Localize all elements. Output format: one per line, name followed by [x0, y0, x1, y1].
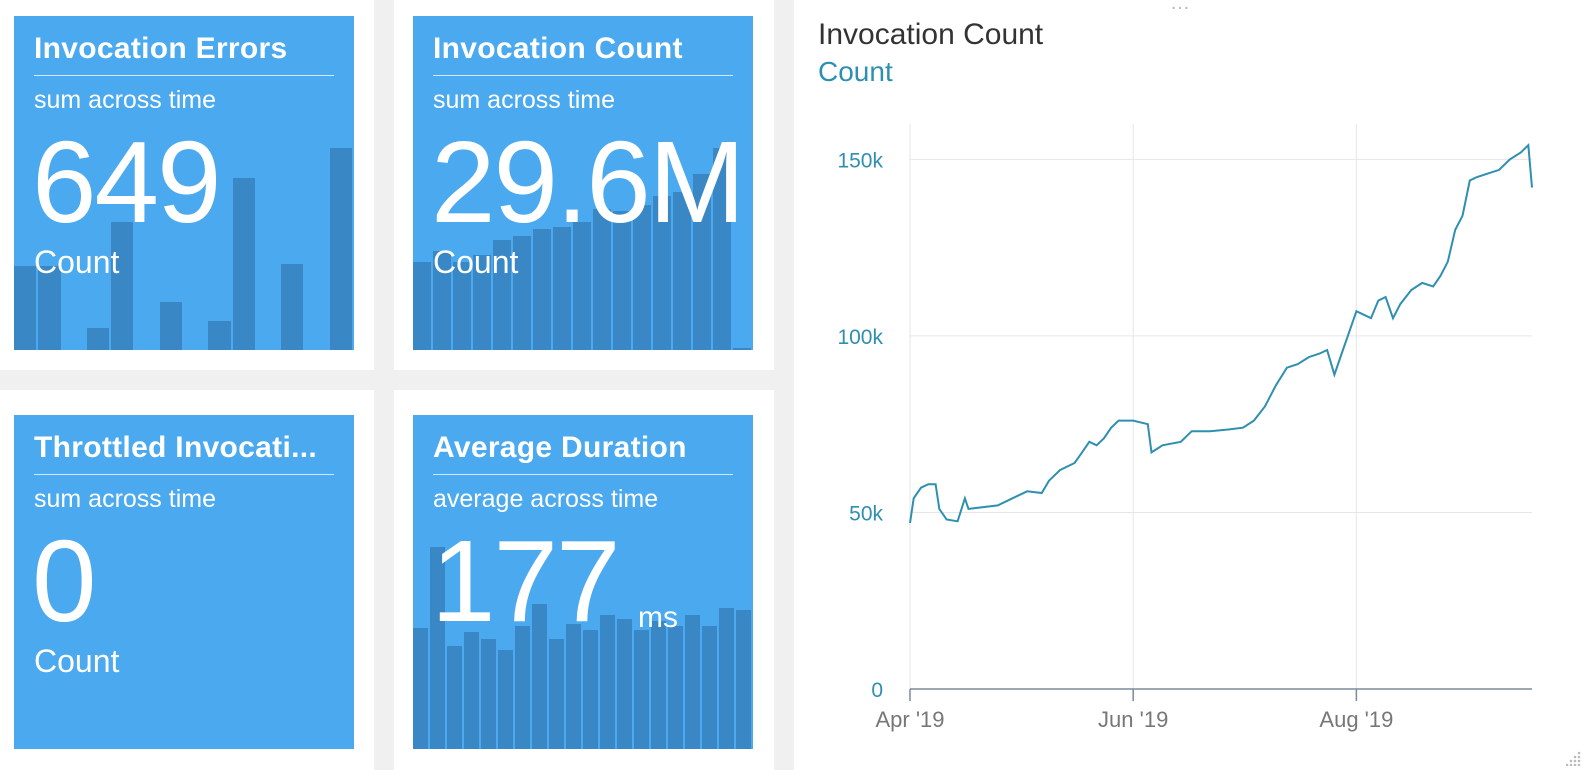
- sparkline-bar: [111, 222, 134, 350]
- tile-title: Throttled Invocati...: [34, 431, 334, 475]
- tile-value: 649: [32, 117, 222, 247]
- sparkline-bar: [513, 235, 531, 350]
- sparkline-bar: [733, 347, 751, 350]
- sparkline-bar: [433, 251, 451, 350]
- tile-unit: Count: [433, 244, 519, 280]
- sparkline-bar: [566, 623, 581, 749]
- sparkline-bar: [464, 632, 479, 749]
- sparkline-bar: [453, 262, 471, 350]
- sparkline-bar: [430, 546, 445, 749]
- tile-value: 177: [431, 516, 621, 646]
- sparkline-bar: [498, 650, 513, 749]
- sparkline-bar: [600, 614, 615, 749]
- tile-sparkline-bars: [413, 529, 753, 749]
- sparkline-bar: [651, 621, 666, 749]
- chart-panel: …: [794, 0, 1586, 770]
- sparkline-bar: [447, 645, 462, 749]
- sparkline-bar: [281, 264, 304, 350]
- tile-unit: Count: [34, 643, 120, 679]
- sparkline-bar: [633, 204, 651, 350]
- tile-title: Invocation Errors: [34, 32, 334, 76]
- sparkline-bar: [532, 603, 547, 749]
- drag-handle-icon[interactable]: …: [1170, 0, 1191, 14]
- tile-panel-duration: Average Duration average across time 177…: [394, 390, 774, 770]
- sparkline-bar: [232, 178, 255, 350]
- tile-sparkline-bars: [413, 130, 753, 350]
- sparkline-bar: [613, 211, 631, 350]
- tile-panel-throttled: Throttled Invocati... sum across time 0 …: [0, 390, 374, 770]
- sparkline-bar: [533, 229, 551, 350]
- sparkline-bar: [693, 174, 711, 350]
- tile-sparkline-bars: [14, 130, 354, 350]
- invocation-count-tile[interactable]: Invocation Count sum across time 29.6M C…: [413, 16, 753, 350]
- sparkline-bar: [653, 196, 671, 350]
- tile-subtitle: sum across time: [34, 485, 216, 513]
- sparkline-bar: [668, 625, 683, 749]
- sparkline-bar: [685, 614, 700, 749]
- sparkline-bar: [736, 610, 751, 749]
- resize-corner-icon[interactable]: [1566, 750, 1582, 766]
- sparkline-bar: [159, 301, 182, 350]
- average-duration-tile[interactable]: Average Duration average across time 177…: [413, 415, 753, 749]
- sparkline-bar: [493, 240, 511, 350]
- chart-title: Invocation Count: [818, 18, 1044, 51]
- sparkline-bar: [673, 191, 691, 350]
- tile-value: 0: [32, 516, 97, 646]
- sparkline-bar: [14, 266, 37, 350]
- sparkline-bar: [617, 619, 632, 749]
- sparkline-bar: [86, 328, 110, 350]
- tile-subtitle: average across time: [433, 485, 659, 513]
- sparkline-bar: [713, 147, 731, 350]
- sparkline-bar: [583, 630, 598, 749]
- tile-title: Invocation Count: [433, 32, 733, 76]
- sparkline-bar: [719, 608, 734, 749]
- sparkline-bar: [38, 266, 61, 350]
- sparkline-bar: [593, 209, 611, 350]
- sparkline-bar: [634, 630, 649, 749]
- sparkline-bar: [413, 628, 428, 749]
- sparkline-bar: [329, 147, 352, 350]
- tile-subtitle: sum across time: [34, 86, 216, 114]
- invocation-errors-tile[interactable]: Invocation Errors sum across time 649 Co…: [14, 16, 354, 350]
- tile-value: 29.6M: [431, 117, 745, 247]
- tile-panel-errors: Invocation Errors sum across time 649 Co…: [0, 0, 374, 370]
- sparkline-bar: [413, 262, 431, 350]
- sparkline-bar: [481, 639, 496, 749]
- sparkline-bar: [515, 625, 530, 749]
- tile-title: Average Duration: [433, 431, 733, 475]
- tile-unit: ms: [638, 601, 678, 634]
- sparkline-bar: [553, 226, 571, 350]
- tile-panel-count: Invocation Count sum across time 29.6M C…: [394, 0, 774, 370]
- sparkline-bar: [473, 255, 491, 350]
- sparkline-bar: [208, 321, 231, 350]
- sparkline-bar: [549, 639, 564, 749]
- chart-subtitle: Count: [818, 56, 893, 87]
- sparkline-bar: [573, 222, 591, 350]
- throttled-invocations-tile[interactable]: Throttled Invocati... sum across time 0 …: [14, 415, 354, 749]
- sparkline-bar: [702, 625, 717, 749]
- tile-unit: Count: [34, 244, 120, 280]
- tile-subtitle: sum across time: [433, 86, 615, 114]
